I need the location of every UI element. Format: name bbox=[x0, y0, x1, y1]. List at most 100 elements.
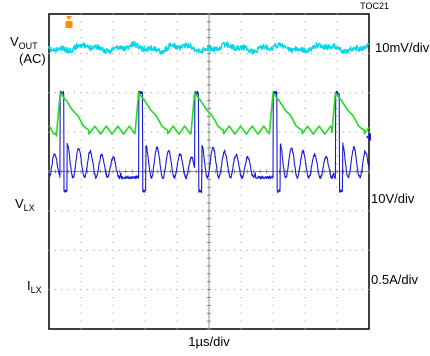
grid-dot bbox=[304, 328, 306, 330]
grid-dot bbox=[48, 131, 50, 133]
grid-dot bbox=[259, 52, 261, 54]
grid-dot bbox=[214, 289, 216, 291]
grid-dot bbox=[99, 210, 101, 212]
grid-dot bbox=[240, 100, 242, 102]
grid-dot bbox=[112, 37, 114, 39]
grid-dot bbox=[61, 52, 63, 54]
grid-dot bbox=[112, 202, 114, 204]
grid-dot bbox=[144, 37, 146, 39]
grid-dot bbox=[240, 304, 242, 306]
grid-dot bbox=[272, 257, 274, 259]
grid-dot bbox=[93, 210, 95, 212]
grid-dot bbox=[150, 249, 152, 251]
grid-dot bbox=[278, 52, 280, 54]
grid-dot bbox=[48, 289, 50, 291]
grid-dot bbox=[272, 249, 274, 251]
grid-dot bbox=[118, 52, 120, 54]
ilx-label: ILX bbox=[27, 278, 42, 295]
grid-dot bbox=[80, 249, 82, 251]
grid-dot bbox=[176, 218, 178, 220]
grid-dot bbox=[246, 289, 248, 291]
grid-dot bbox=[112, 226, 114, 228]
grid-dot bbox=[176, 226, 178, 228]
grid-dot bbox=[304, 265, 306, 267]
grid-dot bbox=[144, 281, 146, 283]
grid-dot bbox=[272, 60, 274, 62]
grid-dot bbox=[61, 131, 63, 133]
grid-dot bbox=[323, 52, 325, 54]
grid-dot bbox=[48, 249, 50, 251]
grid-dot bbox=[234, 131, 236, 133]
grid-dot bbox=[272, 52, 274, 54]
grid-dot bbox=[112, 289, 114, 291]
grid-dot bbox=[150, 289, 152, 291]
grid-dot bbox=[240, 320, 242, 322]
grid-dot bbox=[342, 131, 344, 133]
grid-dot bbox=[317, 92, 319, 94]
grid-dot bbox=[240, 52, 242, 54]
grid-dot bbox=[48, 92, 50, 94]
grid-dot bbox=[336, 304, 338, 306]
grid-dot bbox=[214, 249, 216, 251]
grid-dot bbox=[304, 234, 306, 235]
grid-dot bbox=[362, 92, 364, 94]
grid-dot bbox=[138, 210, 140, 212]
vout-trace bbox=[48, 41, 370, 55]
grid-dot bbox=[54, 52, 56, 54]
grid-dot bbox=[112, 139, 114, 141]
grid-dot bbox=[112, 320, 114, 322]
grid-dot bbox=[240, 108, 242, 109]
grid-dot bbox=[285, 289, 287, 291]
grid-dot bbox=[86, 131, 88, 133]
grid-dot bbox=[336, 13, 338, 15]
grid-dot bbox=[189, 249, 191, 251]
grid-dot bbox=[157, 289, 159, 291]
grid-dot bbox=[54, 289, 56, 291]
grid-dot bbox=[80, 147, 82, 149]
grid-dot bbox=[144, 163, 146, 165]
grid-dot bbox=[54, 131, 56, 133]
grid-dot bbox=[163, 92, 165, 94]
grid-dot bbox=[240, 234, 242, 235]
grid-dot bbox=[80, 273, 82, 275]
grid-dot bbox=[240, 257, 242, 259]
grid-dot bbox=[80, 108, 82, 109]
grid-dot bbox=[144, 328, 146, 330]
grid-dot bbox=[112, 13, 114, 15]
grid-dot bbox=[189, 289, 191, 291]
grid-dot bbox=[163, 249, 165, 251]
grid-dot bbox=[272, 68, 274, 70]
grid-dot bbox=[144, 297, 146, 298]
grid-dot bbox=[336, 226, 338, 228]
grid-dot bbox=[336, 241, 338, 243]
grid-dot bbox=[131, 289, 133, 291]
grid-dot bbox=[86, 52, 88, 54]
grid-dot bbox=[304, 163, 306, 165]
grid-dot bbox=[80, 52, 82, 54]
grid-dot bbox=[253, 92, 255, 94]
grid-dot bbox=[355, 249, 357, 251]
grid-dot bbox=[259, 249, 261, 251]
grid-dot bbox=[80, 131, 82, 133]
grid-dot bbox=[272, 178, 274, 180]
grid-dot bbox=[144, 265, 146, 267]
grid-dot bbox=[163, 131, 165, 133]
grid-dot bbox=[240, 155, 242, 157]
grid-dot bbox=[144, 21, 146, 23]
grid-dot bbox=[240, 273, 242, 275]
grid-dot bbox=[176, 147, 178, 149]
grid-dot bbox=[272, 84, 274, 86]
grid-dot bbox=[112, 312, 114, 314]
grid-dot bbox=[176, 37, 178, 39]
grid-dot bbox=[176, 21, 178, 23]
grid-dot bbox=[176, 273, 178, 275]
grid-dot bbox=[304, 241, 306, 243]
grid-dot bbox=[221, 52, 223, 54]
grid-dot bbox=[144, 29, 146, 31]
grid-dot bbox=[80, 312, 82, 314]
grid-dot bbox=[80, 186, 82, 188]
grid-dot bbox=[336, 21, 338, 23]
plot-area bbox=[48, 13, 370, 330]
grid-dot bbox=[234, 210, 236, 212]
